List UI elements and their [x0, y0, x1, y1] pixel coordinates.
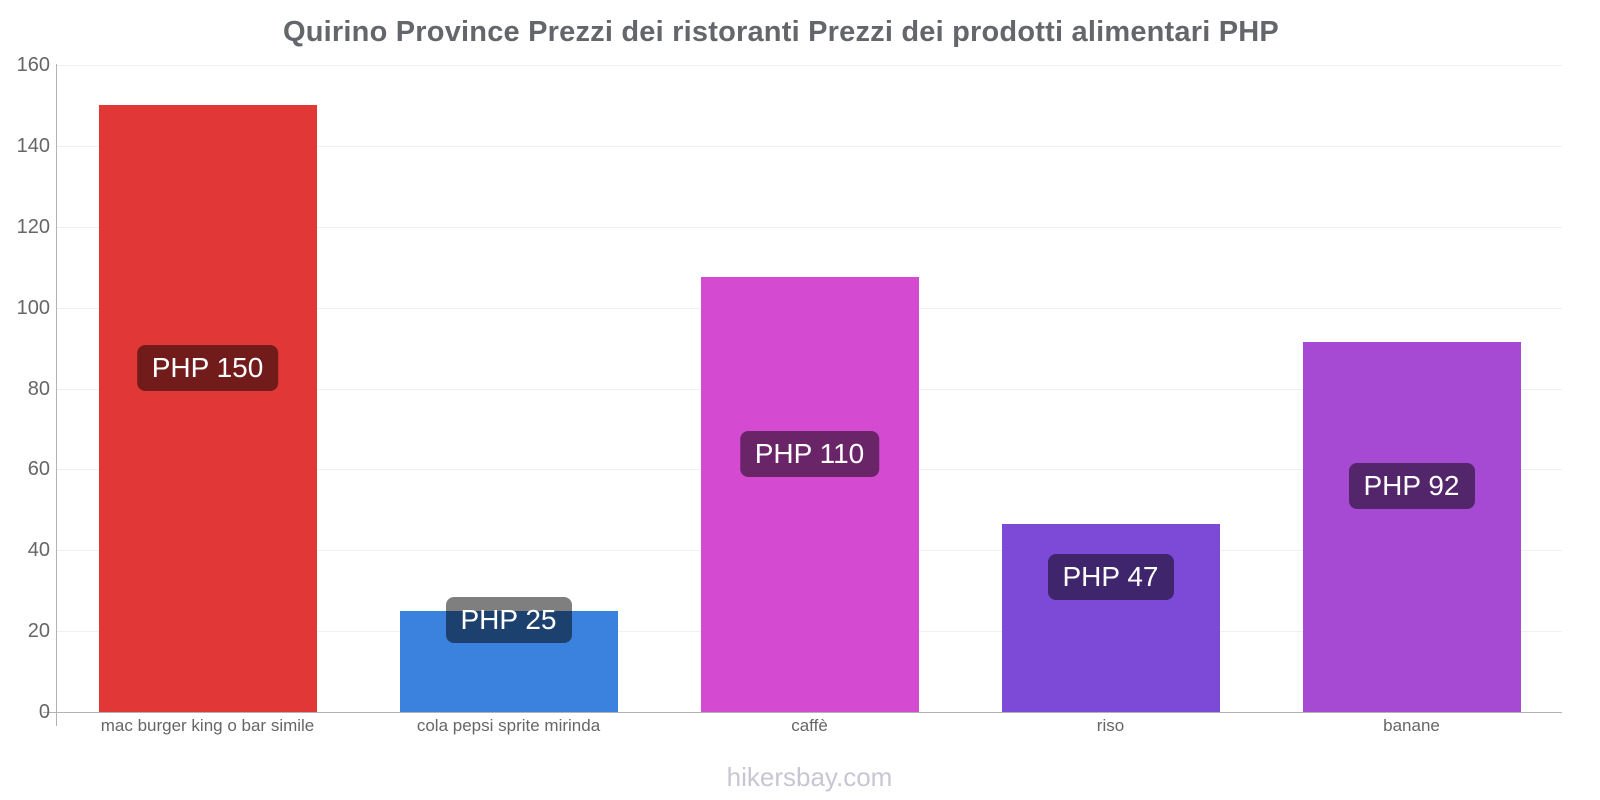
x-axis-label: cola pepsi sprite mirinda — [416, 716, 601, 735]
y-axis-line — [56, 64, 57, 726]
plot-area: PHP 150 PHP 25 PHP 110 PHP 47 PHP 92 — [57, 65, 1562, 712]
x-axis-label: caffè — [791, 716, 828, 735]
chart-title: Quirino Province Prezzi dei ristoranti P… — [283, 16, 1279, 48]
x-axis-label: banane — [1383, 716, 1440, 735]
y-axis-tick-label: 160 — [16, 54, 50, 76]
bar-value-label: PHP 47 — [1047, 553, 1174, 600]
bar-4: PHP 47 — [1001, 523, 1220, 712]
y-axis-tick-label: 140 — [16, 134, 50, 157]
bar-1: PHP 150 — [98, 105, 317, 712]
bar-value-label: PHP 150 — [136, 344, 279, 391]
gridline — [57, 65, 1562, 66]
y-axis-tick-label: 60 — [27, 458, 50, 481]
gridline — [57, 145, 1562, 147]
x-axis-label: mac burger king o bar simile — [100, 716, 315, 735]
bar-3: PHP 110 — [700, 277, 919, 712]
gridline — [57, 226, 1562, 228]
y-axis-tick-label: 100 — [16, 296, 50, 319]
watermark-hikersbay: hikersbay.com — [726, 762, 893, 792]
x-axis-label: riso — [1096, 716, 1125, 735]
x-axis-line — [43, 712, 1562, 713]
bar-value-label: PHP 92 — [1348, 463, 1475, 509]
bar-2: PHP 25 — [399, 597, 618, 712]
bar-5: PHP 92 — [1302, 342, 1521, 712]
y-axis-tick-label: 20 — [27, 620, 50, 643]
y-axis-tick-label: 80 — [27, 377, 50, 400]
y-axis-tick-label: 40 — [27, 539, 50, 562]
y-axis-tick-label: 0 — [38, 701, 50, 723]
y-axis-tick-label: 120 — [16, 215, 50, 238]
bar-value-label: PHP 25 — [445, 597, 572, 644]
bar-value-label: PHP 110 — [739, 430, 880, 477]
